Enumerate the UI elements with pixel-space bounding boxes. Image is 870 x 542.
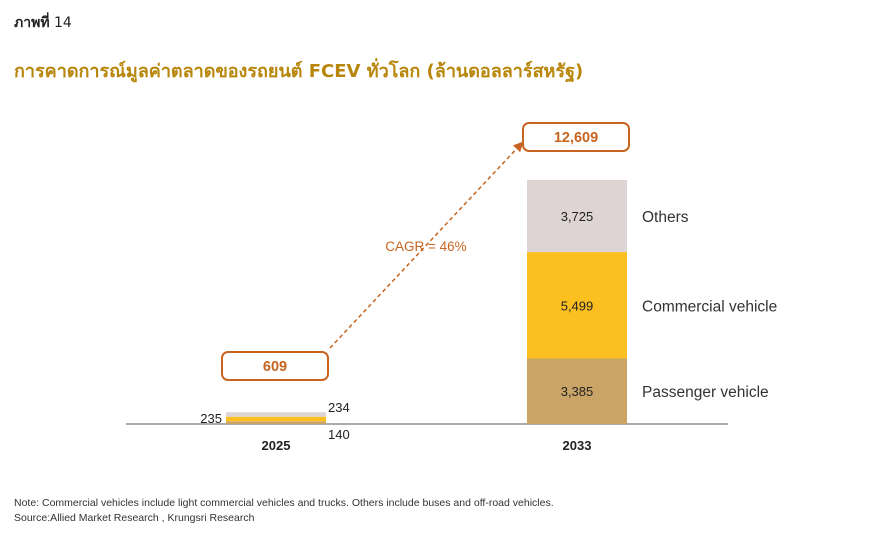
- chart-title: การคาดการณ์มูลค่าตลาดของรถยนต์ FCEV ทั่ว…: [14, 61, 584, 82]
- total-box-2033: [522, 122, 630, 152]
- series-label-commercial: Commercial vehicle: [642, 298, 777, 315]
- data-label-passenger-2033: 3,385: [561, 384, 594, 399]
- figure-label-prefix: ภาพที่: [14, 15, 50, 31]
- bar-commercial-2033: [527, 252, 627, 359]
- bar-passenger-2033: [527, 358, 627, 424]
- note-text: Note: Commercial vehicles include light …: [14, 497, 554, 509]
- source-text: Source:Allied Market Research , Krungsri…: [14, 512, 255, 524]
- data-label-passenger-2025: 140: [328, 427, 350, 442]
- data-label-commercial-2025: 235: [200, 411, 222, 426]
- figure-label: ภาพที่ 14: [14, 12, 72, 34]
- x-tick-label-2025: 2025: [262, 438, 291, 453]
- x-tick-label-2033: 2033: [563, 438, 592, 453]
- total-box-2025: [221, 351, 329, 381]
- cagr-arrow: [329, 141, 524, 349]
- series-label-passenger: Passenger vehicle: [642, 384, 769, 401]
- data-label-others-2025: 234: [328, 400, 350, 415]
- data-label-commercial-2033: 5,499: [561, 298, 594, 313]
- figure-label-number: 14: [54, 15, 72, 31]
- bar-others-2033: [527, 180, 627, 253]
- series-label-others: Others: [642, 209, 689, 226]
- bar-passenger-2025: [226, 421, 326, 424]
- total-label-2025: 609: [263, 359, 287, 375]
- bar-others-2025: [226, 412, 326, 417]
- total-label-2033: 12,609: [554, 130, 598, 146]
- cagr-annotation: CAGR = 46%: [385, 239, 466, 254]
- bar-commercial-2025: [226, 416, 326, 422]
- data-label-others-2033: 3,725: [561, 209, 594, 224]
